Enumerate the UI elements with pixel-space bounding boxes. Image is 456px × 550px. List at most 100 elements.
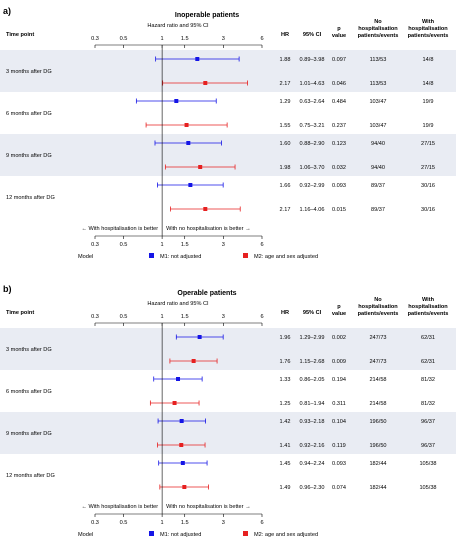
panel-2-with-hosp-value: 96/37 xyxy=(421,443,435,449)
panel-1-ci-value: 0.92–2.99 xyxy=(300,183,325,189)
panel-2-header-no-hosp: No xyxy=(374,297,382,303)
panel-2-bottom-tick-label: 3 xyxy=(222,520,225,526)
panel-1-hr-value: 1.88 xyxy=(280,57,291,63)
panel-1-hr-point-m1 xyxy=(174,99,179,103)
panel-1-ci-value: 0.88–2.90 xyxy=(300,141,325,147)
panel-2-no-hosp-value: 196/50 xyxy=(369,419,386,425)
panel-2-bottom-tick-label: 0.5 xyxy=(120,520,128,526)
panel-1-p-value: 0.123 xyxy=(332,141,346,147)
panel-1-no-hosp-value: 94/40 xyxy=(371,165,385,171)
panel-1-no-hosp-value: 94/40 xyxy=(371,141,385,147)
panel-1-ci-value: 0.89–3.98 xyxy=(300,57,325,63)
panel-1-hr-value: 1.66 xyxy=(280,183,291,189)
panel-1-with-hosp-value: 19/9 xyxy=(423,99,434,105)
panel-1-p-value: 0.046 xyxy=(332,81,346,87)
panel-1-bottom-tick-label: 3 xyxy=(222,242,225,248)
panel-1-header-ci: 95% CI xyxy=(303,32,322,38)
panel-2-no-hosp-value: 196/50 xyxy=(369,443,386,449)
panel-2-hr-point-m2 xyxy=(182,485,187,489)
panel-1-hr-value: 1.60 xyxy=(280,141,291,147)
panel-1-with-hosp-value: 14/8 xyxy=(423,81,434,87)
panel-2-with-hosp-value: 96/37 xyxy=(421,419,435,425)
panel-2-with-hosp-value: 81/32 xyxy=(421,377,435,383)
panel-2-legend-m2: M2: age and sex adjusted xyxy=(254,532,318,538)
panel-1-no-hosp-value: 113/53 xyxy=(370,81,387,87)
panel-1-top-tick-label: 6 xyxy=(260,36,263,42)
panel-2-no-hosp-value: 247/73 xyxy=(369,335,386,341)
panel-2-hr-point-m1 xyxy=(176,377,181,381)
panel-1-hr-point-m1 xyxy=(195,57,200,61)
panel-1-top-tick-label: 0.5 xyxy=(120,36,128,42)
panel-1-hr-point-m2 xyxy=(198,165,203,169)
panel-1-with-hosp-value: 30/16 xyxy=(421,207,435,213)
panel-2-hr-value: 1.25 xyxy=(280,401,291,407)
panel-1-legend-swatch-m1 xyxy=(149,253,154,258)
panel-1-ci-value: 0.75–3.21 xyxy=(300,123,325,129)
panel-2-header-no-hosp: patients/events xyxy=(358,311,399,317)
panel-2-no-hosp-value: 247/73 xyxy=(369,359,386,365)
panel-2-with-hosp-value: 105/38 xyxy=(419,485,436,491)
panel-2-top-tick-label: 0.3 xyxy=(91,314,99,320)
panel-1-with-hosp-value: 27/15 xyxy=(421,141,435,147)
panel-1-no-hosp-value: 113/53 xyxy=(370,57,387,63)
panel-2-hr-point-m2 xyxy=(172,401,177,405)
panel-1-no-hosp-value: 89/37 xyxy=(371,207,385,213)
panel-2-p-value: 0.104 xyxy=(332,419,346,425)
panel-1-bottom-tick-label: 6 xyxy=(260,242,263,248)
panel-2-p-value: 0.311 xyxy=(332,401,346,407)
panel-1-hr-point-m2 xyxy=(184,123,189,127)
panel-1-legend-m2: M2: age and sex adjusted xyxy=(254,254,318,260)
panel-2-top-tick-label: 0.5 xyxy=(120,314,128,320)
panel-1-axis-title: Hazard ratio and 95% CI xyxy=(147,23,209,29)
panel-2-hr-value: 1.96 xyxy=(280,335,291,341)
panel-2-hr-value: 1.33 xyxy=(280,377,291,383)
panel-2-no-hosp-value: 214/58 xyxy=(369,377,386,383)
panel-1-header-p: value xyxy=(332,33,346,39)
panel-2-label: b) xyxy=(3,284,12,294)
panel-1-ci-value: 1.01–4.63 xyxy=(300,81,325,87)
panel-1-header-no-hosp: patients/events xyxy=(358,33,399,39)
panel-2-with-hosp-value: 62/31 xyxy=(421,359,435,365)
panel-2-header-ci: 95% CI xyxy=(303,310,322,316)
panel-1-hr-value: 2.17 xyxy=(280,207,291,213)
panel-2-group-label: 6 months after DG xyxy=(6,389,52,395)
panel-1-top-tick-label: 3 xyxy=(222,36,225,42)
panel-1-group-band xyxy=(0,50,456,92)
panel-1-p-value: 0.015 xyxy=(332,207,346,213)
panel-1-hr-value: 2.17 xyxy=(280,81,291,87)
panel-2-p-value: 0.119 xyxy=(332,443,346,449)
panel-1-with-hosp-value: 30/16 xyxy=(421,183,435,189)
panel-2-ci-value: 0.92–2.16 xyxy=(300,443,325,449)
panel-1-legend-swatch-m2 xyxy=(243,253,248,258)
panel-1-top-tick-label: 0.3 xyxy=(91,36,99,42)
panel-2-legend-m1: M1: not adjusted xyxy=(160,532,201,538)
panel-2-legend-swatch-m2 xyxy=(243,531,248,536)
panel-2-hr-value: 1.41 xyxy=(280,443,291,449)
panel-1-label: a) xyxy=(3,6,11,16)
panel-2-hr-value: 1.42 xyxy=(280,419,291,425)
panel-2-p-value: 0.074 xyxy=(332,485,346,491)
panel-2-legend-title: Model xyxy=(78,532,93,538)
panel-2-hr-point-m1 xyxy=(197,335,202,339)
panel-2-header-p: value xyxy=(332,311,346,317)
panel-2-ci-value: 1.29–2.99 xyxy=(300,335,325,341)
panel-2-with-hosp-value: 105/38 xyxy=(419,461,436,467)
panel-2-bottom-tick-label: 0.3 xyxy=(91,520,99,526)
panel-1-header-with-hosp: hospitalisation xyxy=(408,26,448,32)
panel-2-no-hosp-value: 182/44 xyxy=(369,461,386,467)
panel-1-group-label: 3 months after DG xyxy=(6,69,52,75)
panel-1-header-with-hosp: With xyxy=(422,19,435,25)
panel-1-bottom-tick-label: 0.5 xyxy=(120,242,128,248)
panel-1-hr-point-m1 xyxy=(188,183,193,187)
panel-2-p-value: 0.194 xyxy=(332,377,346,383)
panel-1-direction-right: With no hospitalisation is better → xyxy=(166,226,251,232)
panel-2-header-with-hosp: hospitalisation xyxy=(408,304,448,310)
panel-1-with-hosp-value: 27/15 xyxy=(421,165,435,171)
panel-1-hr-point-m2 xyxy=(203,81,208,85)
panel-2-bottom-tick-label: 1 xyxy=(161,520,164,526)
panel-2-no-hosp-value: 214/58 xyxy=(369,401,386,407)
panel-2-header-no-hosp: hospitalisation xyxy=(358,304,398,310)
panel-1-hr-value: 1.55 xyxy=(280,123,291,129)
panel-2-group-label: 12 months after DG xyxy=(6,473,55,479)
